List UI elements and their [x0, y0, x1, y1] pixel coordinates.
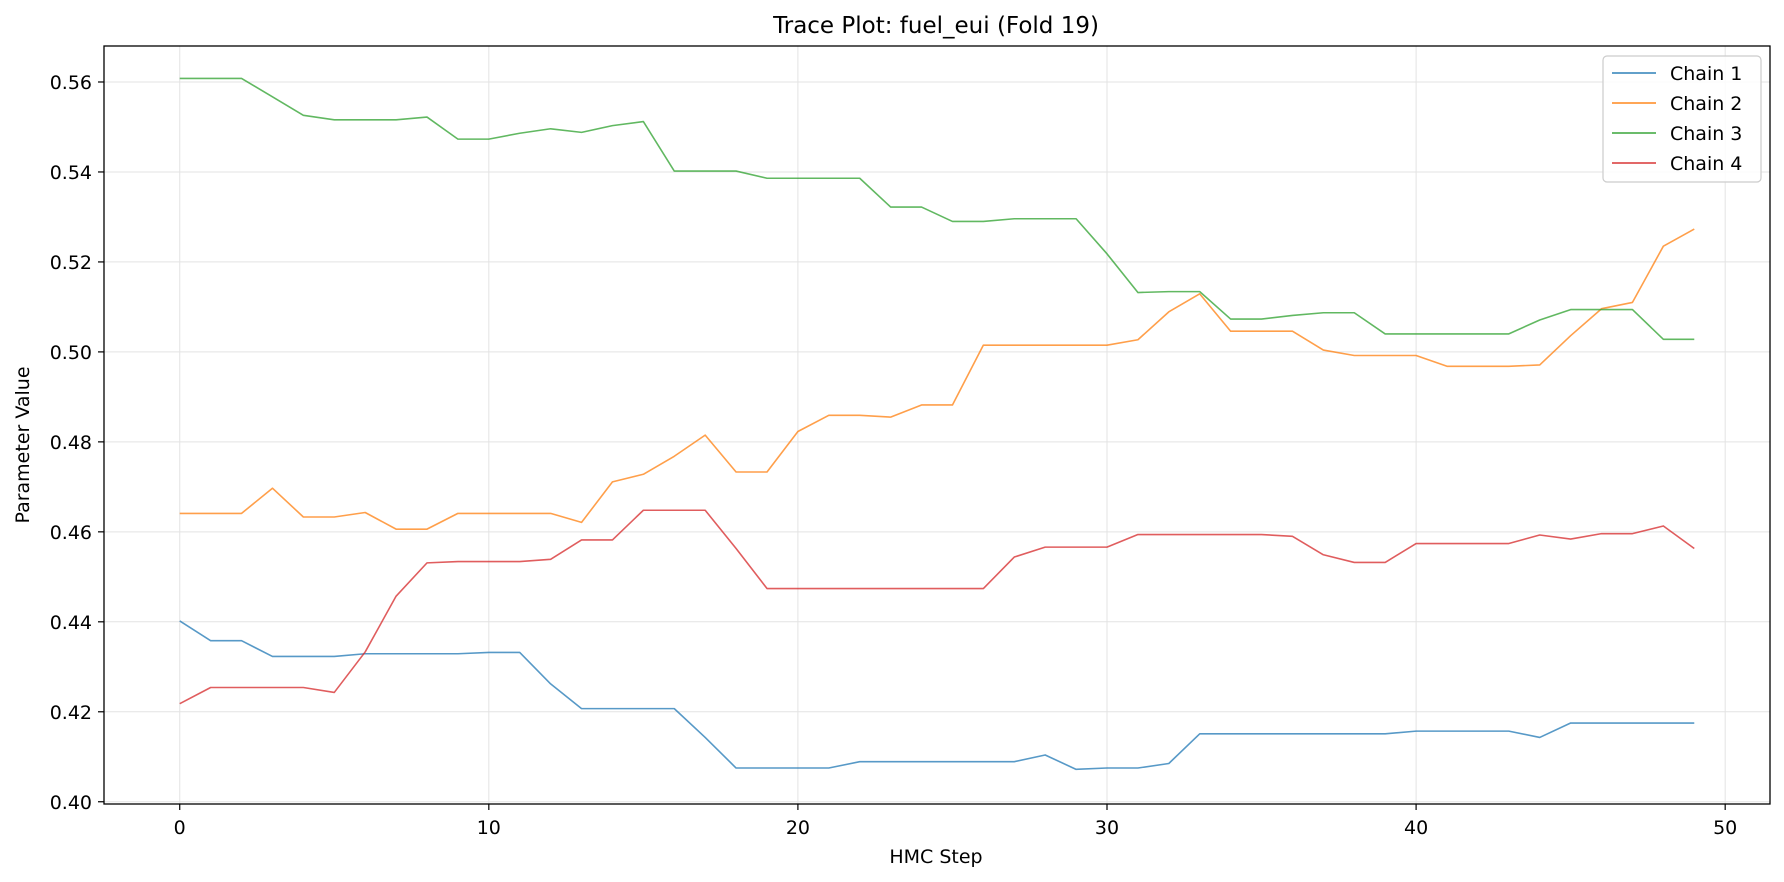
x-tick-label: 20	[786, 817, 810, 839]
x-axis-label: HMC Step	[889, 846, 982, 868]
axis-ticks: 0 10 20 30 40 50 0.40 0.42 0.44 0.46 0.48 0.50 0.52 0…	[50, 72, 1738, 839]
series-lines	[179, 77, 1695, 771]
y-tick-label: 0.46	[50, 522, 92, 544]
y-tick-label: 0.54	[50, 162, 92, 184]
plot-frame	[103, 45, 1771, 805]
y-tick-label: 0.44	[50, 612, 92, 634]
grid	[104, 46, 1770, 804]
legend-label-chain-3: Chain 3	[1670, 123, 1742, 145]
x-tick-label: 10	[477, 817, 501, 839]
x-tick-label: 40	[1404, 817, 1428, 839]
legend-label-chain-2: Chain 2	[1670, 93, 1742, 115]
y-tick-label: 0.56	[50, 72, 92, 94]
x-tick-label: 30	[1095, 817, 1119, 839]
series-line-chain-3	[179, 77, 1695, 341]
y-tick-label: 0.50	[50, 342, 92, 364]
legend-label-chain-4: Chain 4	[1670, 153, 1742, 175]
legend-label-chain-1: Chain 1	[1670, 63, 1742, 85]
y-tick-label: 0.48	[50, 432, 92, 454]
y-tick-label: 0.42	[50, 702, 92, 724]
x-tick-label: 0	[174, 817, 186, 839]
x-tick-label: 50	[1713, 817, 1737, 839]
legend: Chain 1 Chain 2 Chain 3 Chain 4	[1602, 55, 1762, 183]
y-axis-label: Parameter Value	[12, 366, 34, 523]
chart-title: Trace Plot: fuel_eui (Fold 19)	[772, 13, 1099, 39]
series-line-chain-4	[179, 509, 1695, 705]
series-line-chain-2	[179, 228, 1695, 530]
y-tick-label: 0.40	[50, 792, 92, 814]
y-tick-label: 0.52	[50, 252, 92, 274]
legend-box	[1602, 55, 1762, 183]
series-line-chain-1	[179, 620, 1695, 771]
